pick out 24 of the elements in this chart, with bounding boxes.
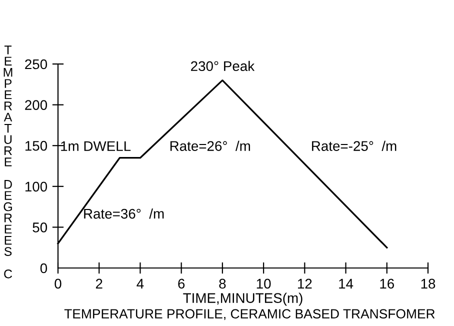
y-tick-label: 150 bbox=[25, 140, 48, 151]
x-tick-label: 4 bbox=[136, 278, 144, 288]
x-tick-label: 12 bbox=[298, 278, 312, 288]
text: TEMPERATURE DEGREES C bbox=[4, 46, 12, 278]
y-tick-label: 50 bbox=[32, 222, 48, 232]
x-tick-label: 18 bbox=[421, 278, 436, 289]
y-tick-label: 100 bbox=[25, 182, 48, 192]
x-axis-title: TIME,MINUTES(m) bbox=[183, 292, 302, 306]
y-tick-label: 200 bbox=[25, 100, 48, 110]
annotation: Rate=-25° /m bbox=[312, 140, 396, 151]
x-tick-label: 10 bbox=[256, 278, 271, 289]
annotation: Rate=36° /m bbox=[84, 208, 164, 219]
x-tick-label: 6 bbox=[178, 278, 185, 289]
x-tick-label: 14 bbox=[339, 278, 354, 288]
text: TEMPERATURE PROFILE, CERAMIC BASED TRANSFOMER bbox=[64, 309, 435, 320]
x-tick-label: 8 bbox=[219, 278, 226, 289]
x-tick-label: 2 bbox=[96, 278, 102, 288]
annotation: 230° Peak bbox=[191, 60, 255, 72]
x-tick-label: 16 bbox=[380, 278, 394, 289]
x-tick-label: 0 bbox=[54, 278, 62, 289]
annotation: Rate=26° /m bbox=[170, 140, 250, 151]
y-tick-label: 0 bbox=[40, 263, 48, 274]
y-tick-label: 250 bbox=[25, 59, 48, 70]
annotation: 1m DWELL bbox=[61, 141, 131, 151]
